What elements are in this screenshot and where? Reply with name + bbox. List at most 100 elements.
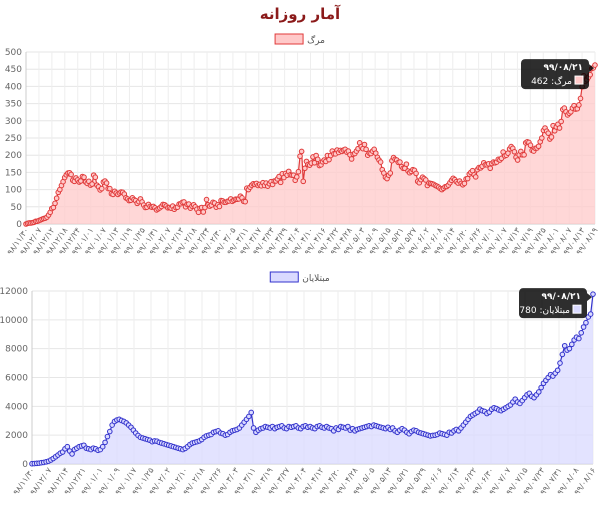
deaths-data-point[interactable] [577, 95, 584, 102]
deaths-data-point[interactable] [556, 125, 563, 131]
deaths-data-point[interactable] [311, 159, 318, 166]
cases-data-point[interactable] [590, 291, 596, 297]
deaths-data-point[interactable] [511, 148, 518, 155]
deaths-data-point[interactable] [535, 143, 542, 150]
cases-y-tick-label: 2000 [5, 431, 28, 441]
deaths-data-point[interactable] [92, 174, 99, 181]
cases-data-point[interactable] [576, 335, 582, 342]
deaths-data-point[interactable] [81, 174, 87, 181]
deaths-y-tick-label: 300 [5, 117, 22, 127]
cases-y-tick-label: 4000 [5, 402, 28, 412]
deaths-data-point[interactable] [487, 165, 494, 172]
cases-data-point[interactable] [250, 425, 257, 431]
deaths-data-point[interactable] [545, 130, 552, 136]
deaths-data-point[interactable] [242, 198, 249, 205]
cases-tooltip-caret [587, 293, 592, 302]
deaths-data-point[interactable] [558, 118, 564, 125]
deaths-chart-svg: مرگ050100150200250300350400450500۹۸/۱۱/۳… [5, 33, 600, 257]
deaths-data-point[interactable] [361, 141, 368, 148]
cases-data-point[interactable] [554, 367, 561, 374]
deaths-data-point[interactable] [294, 174, 300, 180]
cases-data-point[interactable] [104, 433, 111, 440]
deaths-data-point[interactable] [464, 175, 471, 182]
deaths-y-tick-label: 150 [5, 168, 22, 178]
deaths-data-point[interactable] [539, 135, 545, 141]
deaths-data-point[interactable] [521, 152, 527, 158]
cases-data-point[interactable] [578, 330, 585, 336]
deaths-data-point[interactable] [53, 195, 60, 201]
deaths-y-tick-label: 0 [16, 220, 22, 230]
deaths-data-point[interactable] [592, 62, 598, 68]
cases-data-point[interactable] [99, 443, 106, 450]
cases-y-tick-label: 12000 [0, 287, 28, 297]
deaths-points [23, 62, 598, 227]
deaths-data-point[interactable] [295, 168, 302, 175]
deaths-y-tick-label: 50 [11, 203, 23, 213]
cases-data-point[interactable] [538, 384, 544, 391]
deaths-data-point[interactable] [98, 185, 105, 192]
deaths-data-point[interactable] [89, 181, 95, 187]
cases-data-point[interactable] [535, 389, 542, 395]
cases-chart: مبتلایان 0 2000 4000 6000 8000 10000 12000 ۹۸/۱۱… [0, 268, 600, 510]
deaths-data-point[interactable] [576, 102, 582, 108]
cases-data-point[interactable] [580, 324, 587, 330]
deaths-data-point[interactable] [200, 209, 207, 215]
deaths-legend-swatch [274, 33, 304, 45]
deaths-data-point[interactable] [216, 203, 223, 210]
deaths-y-tick-label: 450 [5, 65, 22, 75]
cases-data-point[interactable] [587, 311, 594, 317]
deaths-data-point[interactable] [300, 178, 307, 185]
deaths-chart: مرگ 0 50 100 150 200 250 300 350 400 450 500 ۹۸/۱۱/۳… [5, 33, 600, 257]
deaths-data-point[interactable] [103, 180, 110, 186]
cases-data-point[interactable] [566, 345, 573, 352]
deaths-data-point[interactable] [363, 146, 369, 153]
deaths-tooltip-swatch [574, 75, 584, 85]
cases-data-point[interactable] [559, 351, 566, 358]
cases-data-point[interactable] [557, 360, 563, 366]
deaths-data-point[interactable] [302, 165, 308, 172]
cases-data-point[interactable] [583, 319, 589, 326]
deaths-data-point[interactable] [52, 200, 58, 207]
cases-data-point[interactable] [69, 451, 75, 457]
cases-tooltip-box [519, 288, 587, 319]
deaths-data-point[interactable] [68, 171, 74, 178]
deaths-data-point[interactable] [548, 134, 555, 140]
cases-tooltip-swatch [572, 304, 582, 314]
deaths-legend[interactable]: مرگ [274, 33, 325, 46]
deaths-data-point[interactable] [413, 170, 419, 177]
cases-data-point[interactable] [568, 341, 575, 348]
deaths-data-point[interactable] [422, 177, 429, 183]
deaths-data-point[interactable] [107, 185, 113, 192]
cases-data-point[interactable] [561, 342, 568, 349]
cases-tooltip-date: ۹۹/۰۸/۲۱ [541, 292, 581, 302]
deaths-area [26, 65, 595, 224]
deaths-tooltip-value: مرگ: 462 [531, 75, 572, 87]
cases-legend[interactable]: مبتلایان [269, 271, 330, 284]
deaths-legend-label: مرگ [307, 34, 325, 46]
deaths-data-point[interactable] [387, 170, 394, 176]
deaths-data-point[interactable] [348, 156, 355, 162]
deaths-data-point[interactable] [314, 156, 321, 163]
cases-y-tick-label: 6000 [5, 374, 28, 384]
cases-data-point[interactable] [64, 443, 71, 450]
deaths-data-point[interactable] [403, 161, 410, 167]
cases-data-point[interactable] [248, 409, 255, 416]
deaths-data-point[interactable] [298, 148, 305, 155]
deaths-data-point[interactable] [297, 153, 303, 160]
deaths-y-tick-label: 350 [5, 100, 22, 110]
deaths-data-point[interactable] [514, 157, 521, 163]
deaths-data-point[interactable] [527, 142, 534, 149]
deaths-data-point[interactable] [397, 159, 403, 165]
deaths-tooltip-caret [589, 64, 594, 73]
cases-y-tick-label: 8000 [5, 345, 28, 355]
deaths-data-point[interactable] [277, 179, 284, 186]
cases-data-point[interactable] [106, 428, 113, 435]
deaths-data-point[interactable] [203, 196, 210, 203]
cases-data-point[interactable] [102, 439, 108, 446]
deaths-y-tick-label: 250 [5, 134, 22, 144]
deaths-data-point[interactable] [377, 159, 384, 165]
deaths-data-point[interactable] [461, 180, 468, 187]
deaths-tooltip-date: ۹۹/۰۸/۲۱ [543, 63, 583, 73]
cases-data-point[interactable] [246, 413, 252, 420]
deaths-data-point[interactable] [472, 174, 479, 180]
